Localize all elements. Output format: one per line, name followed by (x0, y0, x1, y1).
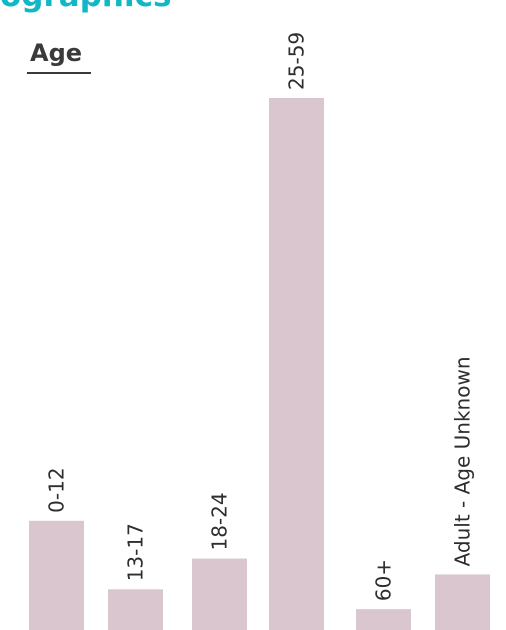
bar-adult-age-unknown (435, 574, 490, 630)
page-heading: ographics (0, 0, 171, 12)
bar-25-59 (269, 97, 324, 630)
bar-label-60-: 60+ (372, 559, 396, 601)
bar-label-adult-age-unknown: Adult - Age Unknown (451, 356, 475, 566)
bar-label-25-59: 25-59 (285, 32, 309, 90)
section-title: Age (30, 39, 83, 67)
bar-label-13-17: 13-17 (124, 523, 148, 581)
bar-18-24 (192, 558, 247, 630)
bar-13-17 (108, 589, 163, 630)
bar-label-18-24: 18-24 (208, 492, 232, 550)
bar-label-0-12: 0-12 (45, 467, 69, 512)
section-title-underline (27, 72, 91, 74)
bar-0-12 (29, 520, 84, 630)
bar-60- (356, 609, 411, 630)
